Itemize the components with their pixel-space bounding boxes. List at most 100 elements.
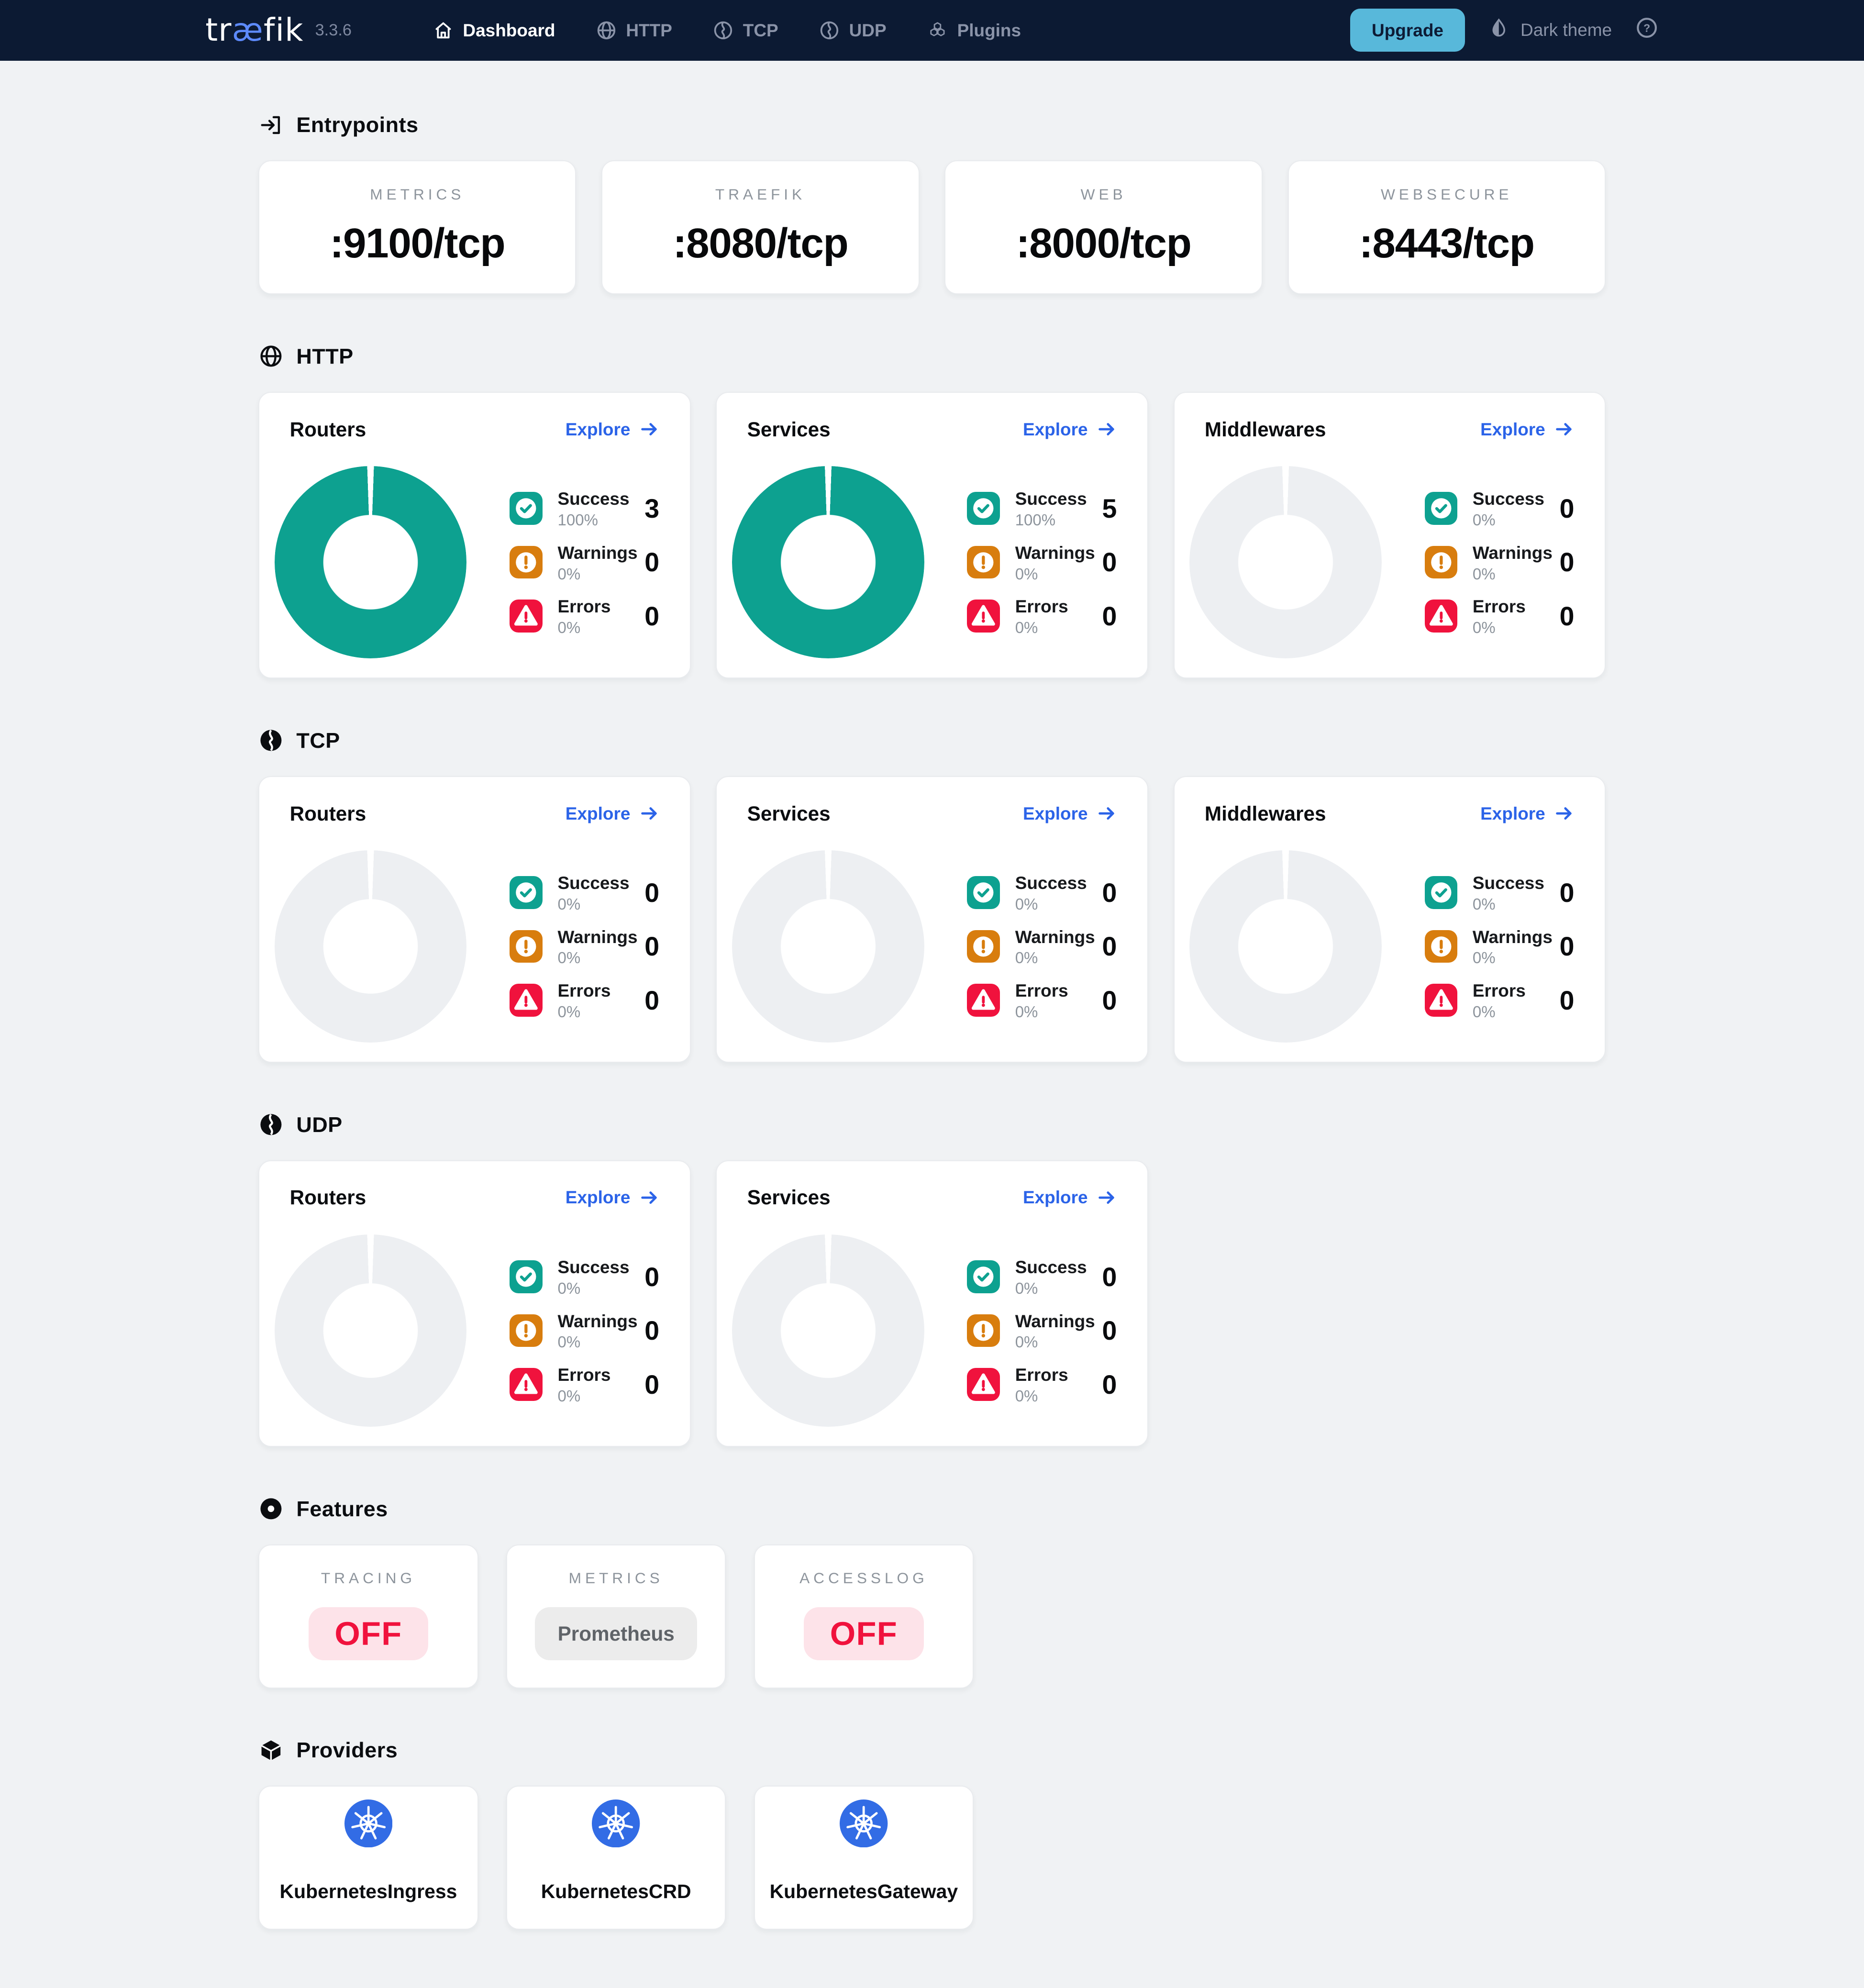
success-count: 5 bbox=[1102, 493, 1117, 523]
donut-chart bbox=[732, 466, 924, 658]
explore-link[interactable]: Explore bbox=[1480, 419, 1574, 439]
provider-card-kubernetes-gateway: KubernetesGateway bbox=[754, 1786, 974, 1930]
arrow-right-icon bbox=[1098, 1191, 1114, 1204]
tcp-cards: Routers Explore Success 0% 0 Warnings 0% bbox=[258, 776, 1606, 1063]
error-icon bbox=[1424, 984, 1458, 1017]
success-stat: Success 0% 0 bbox=[1424, 873, 1574, 912]
entrypoint-card-metrics: METRICS :9100/tcp bbox=[258, 160, 577, 295]
warning-icon bbox=[510, 1314, 543, 1347]
home-icon bbox=[433, 20, 454, 41]
http-middlewares-card: Middlewares Explore Success 0% 0 Warning bbox=[1173, 391, 1606, 679]
success-icon bbox=[510, 876, 543, 909]
explore-link[interactable]: Explore bbox=[566, 419, 659, 439]
tcp-section-icon bbox=[258, 728, 284, 753]
section-tcp: TCP Routers Explore Success 0% 0 bbox=[258, 727, 1606, 1063]
success-icon bbox=[967, 876, 1000, 909]
success-stat: Success 0% 0 bbox=[510, 1257, 659, 1297]
udp-routers-card: Routers Explore Success 0% 0 Warnings 0% bbox=[258, 1160, 691, 1447]
tcp-icon bbox=[712, 20, 734, 41]
errors-count: 0 bbox=[1102, 985, 1117, 1015]
success-stat: Success 0% 0 bbox=[510, 873, 659, 912]
errors-stat: Errors 0% 0 bbox=[510, 597, 659, 636]
error-icon bbox=[510, 984, 543, 1017]
warnings-stat: Warnings 0% 0 bbox=[1424, 927, 1575, 966]
warnings-count: 0 bbox=[1102, 932, 1117, 962]
errors-stat: Errors 0% 0 bbox=[510, 981, 659, 1020]
nav-item-udp[interactable]: UDP bbox=[819, 20, 887, 41]
section-title: HTTP bbox=[296, 344, 354, 368]
entrypoint-port: :8000/tcp bbox=[1016, 220, 1192, 267]
errors-count: 0 bbox=[1559, 985, 1575, 1015]
success-icon bbox=[1424, 876, 1458, 909]
warning-icon bbox=[1424, 545, 1458, 579]
section-title: Providers bbox=[296, 1738, 398, 1763]
provider-card-kubernetes-ingress: KubernetesIngress bbox=[258, 1786, 478, 1930]
http-routers-card: Routers Explore Success 100% 3 Warnings 0 bbox=[258, 391, 691, 679]
warning-icon bbox=[1424, 930, 1458, 963]
section-udp: UDP Routers Explore Success 0% 0 bbox=[258, 1111, 1606, 1447]
feature-status-badge: OFF bbox=[308, 1607, 429, 1660]
warnings-count: 0 bbox=[1102, 547, 1117, 578]
navbar: træfik 3.3.6 Dashboard HTTP TCP UDP Plug… bbox=[0, 0, 1864, 61]
tcp-routers-card: Routers Explore Success 0% 0 Warnings 0% bbox=[258, 776, 691, 1063]
help-button[interactable]: ? bbox=[1635, 16, 1659, 44]
feature-label: METRICS bbox=[568, 1569, 664, 1587]
feature-status-badge: Prometheus bbox=[535, 1607, 698, 1660]
nav-item-tcp[interactable]: TCP bbox=[712, 20, 778, 41]
arrow-right-icon bbox=[1098, 423, 1114, 436]
nav-item-plugins[interactable]: Plugins bbox=[927, 20, 1021, 41]
section-title: Features bbox=[296, 1496, 388, 1521]
success-count: 0 bbox=[1102, 877, 1117, 908]
success-count: 0 bbox=[1102, 1262, 1117, 1292]
theme-toggle[interactable]: Dark theme bbox=[1487, 17, 1612, 44]
explore-link[interactable]: Explore bbox=[1023, 1188, 1117, 1208]
provider-name: KubernetesIngress bbox=[279, 1880, 457, 1902]
errors-count: 0 bbox=[644, 1369, 660, 1399]
error-icon bbox=[510, 600, 543, 633]
section-providers: Providers KubernetesIngress KubernetesCR… bbox=[258, 1736, 1606, 1930]
plugins-cubes-icon bbox=[927, 20, 948, 41]
success-count: 0 bbox=[1559, 493, 1575, 523]
globe-icon bbox=[596, 20, 617, 41]
kubernetes-icon bbox=[840, 1799, 888, 1847]
entrypoint-label: METRICS bbox=[370, 185, 465, 203]
card-title: Middlewares bbox=[1204, 802, 1326, 825]
errors-count: 0 bbox=[1102, 1369, 1117, 1399]
error-icon bbox=[510, 1368, 543, 1401]
nav-item-http[interactable]: HTTP bbox=[596, 20, 672, 41]
error-icon bbox=[967, 600, 1000, 633]
card-title: Services bbox=[747, 418, 831, 441]
success-icon bbox=[1424, 492, 1458, 525]
card-title: Routers bbox=[289, 418, 366, 441]
feature-card-tracing: TRACING OFF bbox=[258, 1544, 478, 1688]
explore-link[interactable]: Explore bbox=[1480, 803, 1574, 823]
section-title: UDP bbox=[296, 1112, 343, 1137]
section-title: TCP bbox=[296, 728, 340, 753]
nav-item-dashboard[interactable]: Dashboard bbox=[433, 20, 555, 41]
explore-link[interactable]: Explore bbox=[566, 1188, 659, 1208]
errors-count: 0 bbox=[644, 985, 660, 1015]
arrow-right-icon bbox=[1098, 807, 1114, 820]
tcp-middlewares-card: Middlewares Explore Success 0% 0 Warning bbox=[1173, 776, 1606, 1063]
explore-link[interactable]: Explore bbox=[566, 803, 659, 823]
theme-toggle-label: Dark theme bbox=[1520, 20, 1612, 40]
card-title: Routers bbox=[289, 1186, 366, 1209]
udp-services-card: Services Explore Success 0% 0 Warnings 0% bbox=[716, 1160, 1148, 1447]
explore-link[interactable]: Explore bbox=[1023, 419, 1117, 439]
feature-card-accesslog: ACCESSLOG OFF bbox=[754, 1544, 974, 1688]
entrypoint-port: :8443/tcp bbox=[1359, 220, 1535, 267]
errors-stat: Errors 0% 0 bbox=[967, 597, 1117, 636]
arrow-right-icon bbox=[641, 807, 657, 820]
warnings-stat: Warnings 0% 0 bbox=[1424, 543, 1574, 582]
error-icon bbox=[967, 1368, 1000, 1401]
upgrade-button[interactable]: Upgrade bbox=[1350, 9, 1465, 52]
http-services-card: Services Explore Success 100% 5 Warnings bbox=[716, 391, 1148, 679]
entrypoint-label: WEB bbox=[1080, 185, 1127, 203]
errors-stat: Errors 0% 0 bbox=[1424, 597, 1574, 636]
warnings-count: 0 bbox=[1559, 932, 1575, 962]
explore-link[interactable]: Explore bbox=[1023, 803, 1117, 823]
success-icon bbox=[510, 492, 543, 525]
success-stat: Success 0% 0 bbox=[1424, 489, 1575, 528]
errors-stat: Errors 0% 0 bbox=[1424, 981, 1575, 1020]
kubernetes-icon bbox=[592, 1799, 640, 1847]
